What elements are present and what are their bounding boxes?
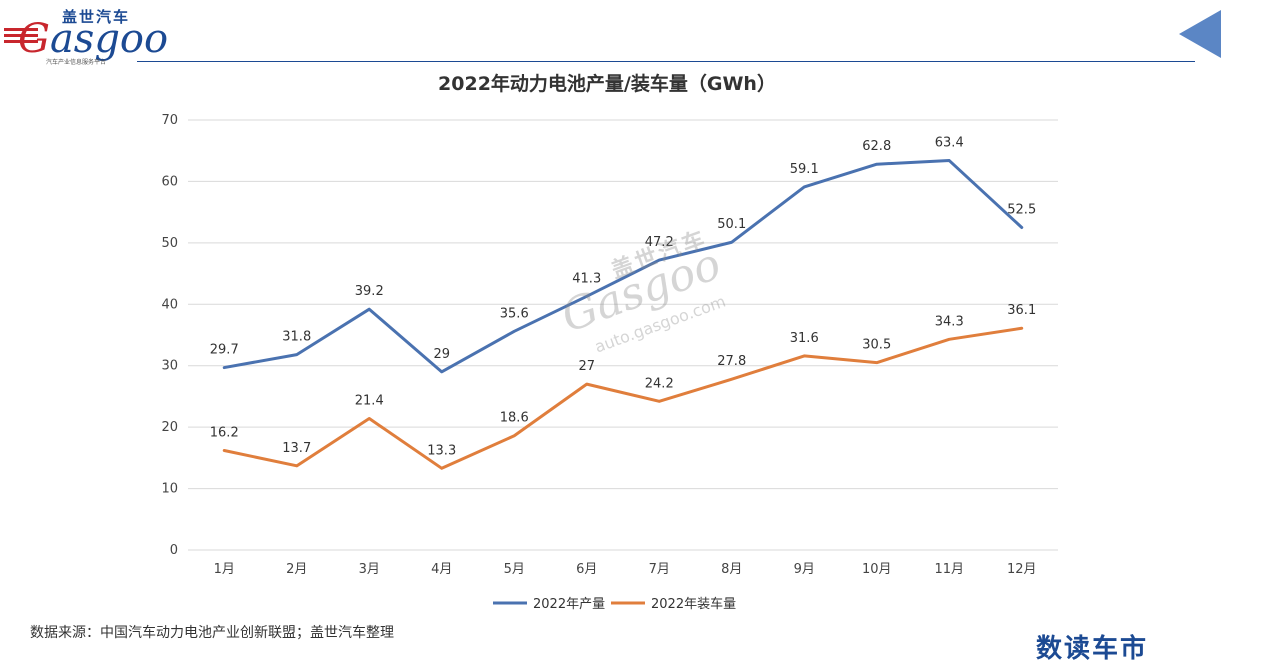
data-label-s0-8: 59.1: [790, 162, 819, 177]
data-label-s0-4: 35.6: [500, 306, 529, 321]
y-tick-label-0: 0: [170, 543, 178, 558]
data-label-s0-7: 50.1: [717, 217, 746, 232]
y-tick-label-2: 20: [161, 420, 178, 435]
chart-title: 2022年动力电池产量/装车量（GWh）: [438, 72, 776, 95]
data-label-s0-11: 52.5: [1007, 203, 1036, 218]
series-line-1: [222, 326, 1024, 470]
x-tick-label-9: 10月: [862, 562, 892, 577]
data-label-s1-0: 16.2: [210, 425, 239, 440]
y-tick-label-3: 30: [161, 359, 178, 374]
x-tick-label-6: 7月: [649, 562, 670, 577]
x-tick-label-1: 2月: [286, 562, 307, 577]
x-axis-ticks: 1月 2月 3月 4月 5月 6月 7月 8月 9月 10月 11月 12月: [214, 562, 1037, 577]
data-label-s1-1: 13.7: [282, 441, 311, 456]
y-axis-ticks: 0 10 20 30 40 50 60 70: [161, 113, 178, 558]
data-label-s0-3: 29: [433, 347, 450, 362]
data-label-s1-10: 34.3: [935, 314, 964, 329]
logo-subtitle: 汽车产业信息服务平台: [46, 59, 107, 66]
data-label-s1-4: 18.6: [500, 411, 529, 426]
logo-stripes-icon: [4, 28, 38, 48]
y-tick-label-1: 10: [161, 482, 178, 497]
series-line-0: [222, 159, 1024, 374]
x-tick-label-10: 11月: [934, 562, 964, 577]
data-label-s1-3: 13.3: [427, 443, 456, 458]
data-label-s1-5: 27: [578, 359, 595, 374]
x-tick-label-2: 3月: [359, 562, 380, 577]
grid-lines: [188, 119, 1058, 551]
data-label-s0-9: 62.8: [862, 139, 891, 154]
series-lines: [222, 159, 1024, 470]
data-label-s1-2: 21.4: [355, 394, 384, 409]
x-tick-label-4: 5月: [504, 562, 525, 577]
gasgoo-logo: 盖世汽车 Gasgoo 汽车产业信息服务平台: [4, 4, 168, 66]
data-label-s1-11: 36.1: [1007, 303, 1036, 318]
y-tick-label-7: 70: [161, 113, 178, 128]
y-tick-label-4: 40: [161, 297, 178, 312]
data-label-s0-5: 41.3: [572, 271, 601, 286]
x-tick-label-11: 12月: [1007, 562, 1037, 577]
legend-label-1: 2022年装车量: [651, 596, 736, 612]
logo-wordmark: Gasgoo: [18, 16, 169, 62]
data-label-s0-6: 47.2: [645, 235, 674, 250]
y-tick-label-5: 50: [161, 236, 178, 251]
data-label-s1-9: 30.5: [862, 338, 891, 353]
header-divider: [137, 61, 1195, 62]
y-tick-label-6: 60: [161, 174, 178, 189]
logo-chinese-text: 盖世汽车: [62, 8, 131, 26]
footer-brand-logo: 数读车市: [1036, 634, 1149, 664]
previous-triangle-icon[interactable]: [1179, 10, 1221, 58]
data-label-s0-2: 39.2: [355, 284, 384, 299]
legend: 2022年产量 2022年装车量: [493, 596, 736, 612]
x-tick-label-0: 1月: [214, 562, 235, 577]
data-labels: 29.7 31.8 39.2 29 35.6 41.3 47.2 50.1 59.1 62.8 63…: [210, 136, 1036, 459]
data-label-s1-6: 24.2: [645, 376, 674, 391]
x-tick-label-7: 8月: [721, 562, 742, 577]
data-label-s0-0: 29.7: [210, 343, 239, 358]
source-note: 数据来源：中国汽车动力电池产业创新联盟；盖世汽车整理: [30, 625, 394, 641]
data-label-s0-1: 31.8: [282, 330, 311, 345]
data-label-s0-10: 63.4: [935, 136, 964, 151]
data-label-s1-8: 31.6: [790, 331, 819, 346]
data-label-s1-7: 27.8: [717, 354, 746, 369]
x-tick-label-8: 9月: [794, 562, 815, 577]
x-tick-label-3: 4月: [431, 562, 452, 577]
legend-label-0: 2022年产量: [533, 597, 605, 612]
x-tick-label-5: 6月: [576, 562, 597, 577]
